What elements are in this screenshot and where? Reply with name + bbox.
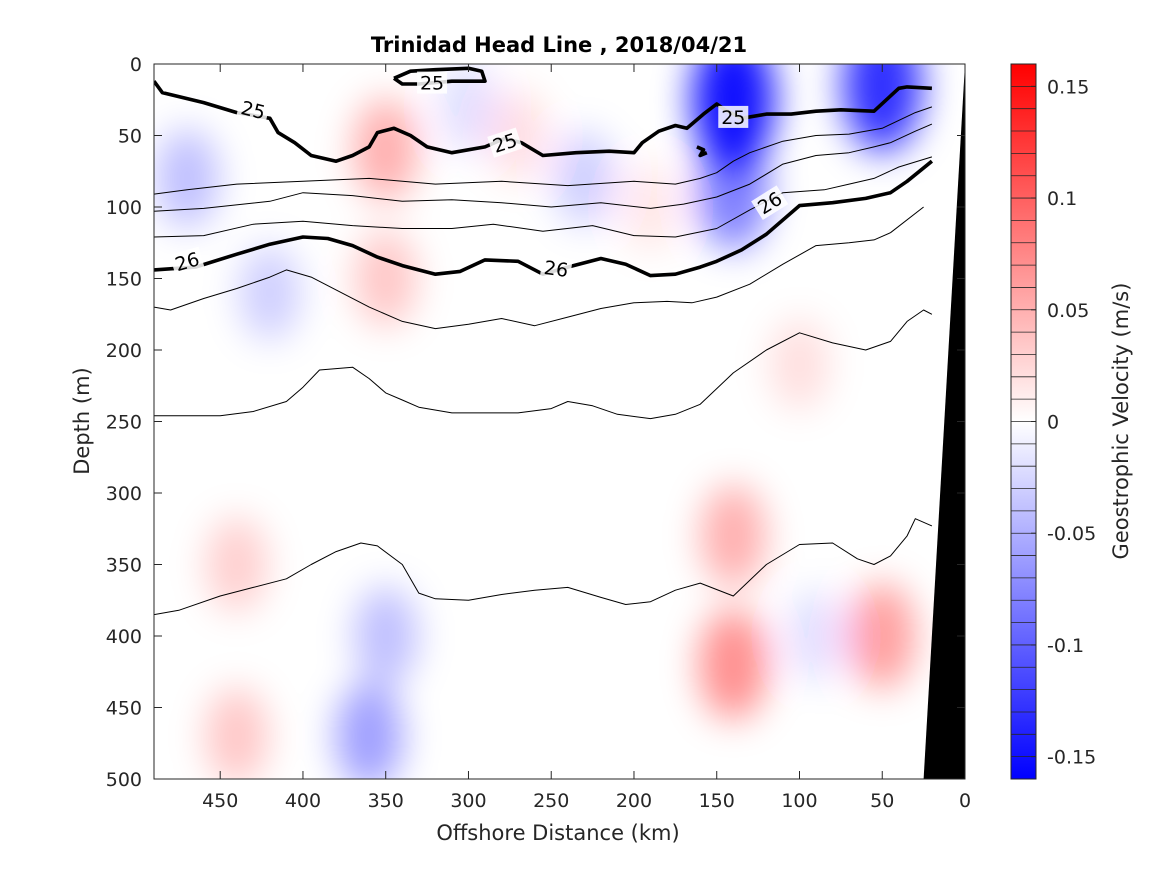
isopycnal-minor-5 bbox=[154, 156, 933, 238]
velocity-core-10 bbox=[353, 98, 419, 202]
x-tick-label: 100 bbox=[781, 790, 817, 812]
y-tick-label: 50 bbox=[118, 126, 142, 148]
y-tick-label: 100 bbox=[106, 197, 142, 219]
colorbar-tick-label: -0.15 bbox=[1047, 747, 1096, 769]
velocity-core-7 bbox=[438, 64, 499, 153]
velocity-core-13 bbox=[621, 162, 680, 252]
velocity-core-8 bbox=[553, 130, 615, 227]
velocity-core-14 bbox=[699, 609, 768, 720]
x-axis-label: Offshore Distance (km) bbox=[436, 821, 679, 845]
velocity-core-11 bbox=[354, 229, 417, 328]
isopycnal-minor-3 bbox=[154, 106, 933, 195]
x-tick-label: 350 bbox=[368, 790, 404, 812]
colorbar-level-lines bbox=[1011, 85, 1036, 758]
y-tick-label: 500 bbox=[106, 769, 142, 791]
velocity-core-4 bbox=[239, 245, 301, 341]
y-axis-ticks: 0 50 100 150 200 250 300 350 400 450 500 bbox=[106, 54, 965, 791]
x-tick-label: 400 bbox=[285, 790, 321, 812]
y-tick-label: 150 bbox=[106, 269, 142, 291]
isopycnal-minor-8 bbox=[154, 309, 933, 420]
velocity-core-18 bbox=[205, 687, 268, 779]
contour-label-text: 26 bbox=[543, 257, 570, 282]
isopycnal-minor-7 bbox=[154, 206, 924, 330]
colorbar-tick-label: 0.1 bbox=[1047, 188, 1077, 210]
colorbar-tick-label: -0.1 bbox=[1047, 635, 1084, 657]
velocity-core-9 bbox=[786, 590, 846, 682]
contour-label-text: 25 bbox=[721, 107, 745, 129]
y-tick-label: 250 bbox=[106, 412, 142, 434]
y-tick-label: 350 bbox=[106, 555, 142, 577]
velocity-core-2 bbox=[698, 135, 769, 250]
contour-label-1: 25 bbox=[417, 71, 448, 95]
velocity-core-5 bbox=[354, 586, 418, 686]
y-tick-label: 200 bbox=[106, 340, 142, 362]
contour-label-5: 26 bbox=[539, 255, 573, 282]
y-tick-label: 300 bbox=[106, 483, 142, 505]
colorbar-ticks: 0.15 0.1 0.05 0 -0.05 -0.1 -0.15 bbox=[1031, 76, 1096, 769]
isopycnal-major-1 bbox=[392, 66, 487, 86]
x-tick-label: 300 bbox=[450, 790, 486, 812]
x-axis-ticks: 450 400 350 300 250 200 150 100 50 0 bbox=[202, 64, 971, 812]
colorbar-tick-label: -0.05 bbox=[1047, 523, 1096, 545]
colorbar-tick-label: 0.15 bbox=[1047, 76, 1089, 98]
x-tick-label: 0 bbox=[959, 790, 971, 812]
velocity-core-15 bbox=[700, 484, 766, 588]
velocity-core-19 bbox=[769, 318, 830, 411]
colorbar: 0.15 0.1 0.05 0 -0.05 -0.1 -0.15 Geostrophic V… bbox=[1010, 63, 1133, 780]
isopycnal-minor-9 bbox=[154, 518, 933, 616]
x-tick-label: 450 bbox=[202, 790, 238, 812]
colorbar-tick-label: 0.05 bbox=[1047, 300, 1089, 322]
colorbar-tick-label: 0 bbox=[1047, 412, 1059, 434]
isopycnal-minor-4 bbox=[154, 123, 933, 212]
y-axis-label: Depth (m) bbox=[70, 367, 94, 474]
y-tick-label: 0 bbox=[130, 54, 142, 76]
contour-label-0: 25 bbox=[236, 95, 271, 124]
velocity-core-3 bbox=[155, 128, 219, 228]
x-tick-label: 50 bbox=[870, 790, 894, 812]
colorbar-label: Geostrophic Velocity (m/s) bbox=[1109, 283, 1133, 560]
x-tick-label: 150 bbox=[699, 790, 735, 812]
isopycnal-major-0 bbox=[154, 80, 933, 163]
y-tick-label: 400 bbox=[106, 626, 142, 648]
x-tick-label: 200 bbox=[616, 790, 652, 812]
x-tick-label: 250 bbox=[533, 790, 569, 812]
velocity-core-6 bbox=[335, 682, 403, 779]
isopycnal-major-2 bbox=[696, 145, 708, 158]
velocity-core-17 bbox=[206, 516, 268, 613]
contour-label-3: 25 bbox=[718, 105, 749, 129]
chart-title: Trinidad Head Line , 2018/04/21 bbox=[371, 33, 747, 57]
contour-label-text: 25 bbox=[420, 73, 444, 95]
velocity-core-16 bbox=[848, 582, 916, 690]
bathymetry bbox=[923, 64, 965, 779]
velocity-field bbox=[155, 64, 922, 779]
y-tick-label: 450 bbox=[106, 698, 142, 720]
